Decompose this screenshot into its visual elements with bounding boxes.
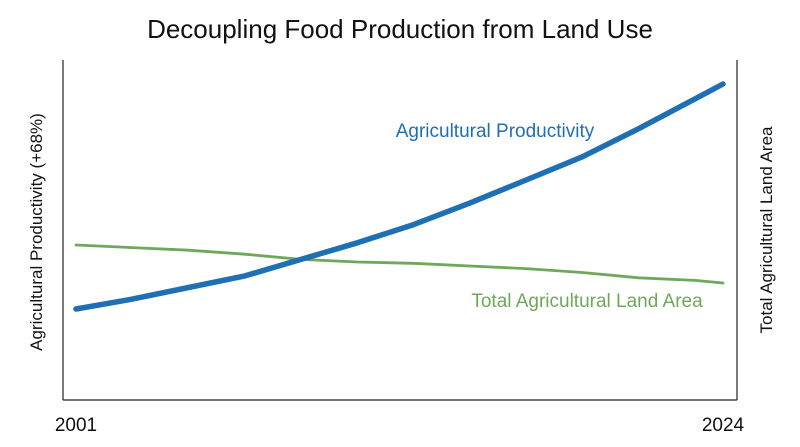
series-label-agricultural-productivity: Agricultural Productivity bbox=[396, 121, 595, 142]
series-line-land-area bbox=[74, 243, 725, 285]
chart-title: Decoupling Food Production from Land Use bbox=[147, 14, 653, 44]
series-layer bbox=[73, 81, 726, 312]
right-axis-label: Total Agricultural Land Area bbox=[757, 126, 776, 334]
series-label-layer: Total Agricultural Land Area Agricultural… bbox=[396, 121, 703, 312]
left-axis-label: Agricultural Productivity (+68%) bbox=[27, 113, 46, 351]
series-line-agricultural-productivity bbox=[73, 81, 726, 312]
x-tick-label-start: 2001 bbox=[55, 415, 97, 436]
x-tick-label-end: 2024 bbox=[702, 415, 745, 436]
series-label-land-area: Total Agricultural Land Area bbox=[471, 291, 703, 312]
